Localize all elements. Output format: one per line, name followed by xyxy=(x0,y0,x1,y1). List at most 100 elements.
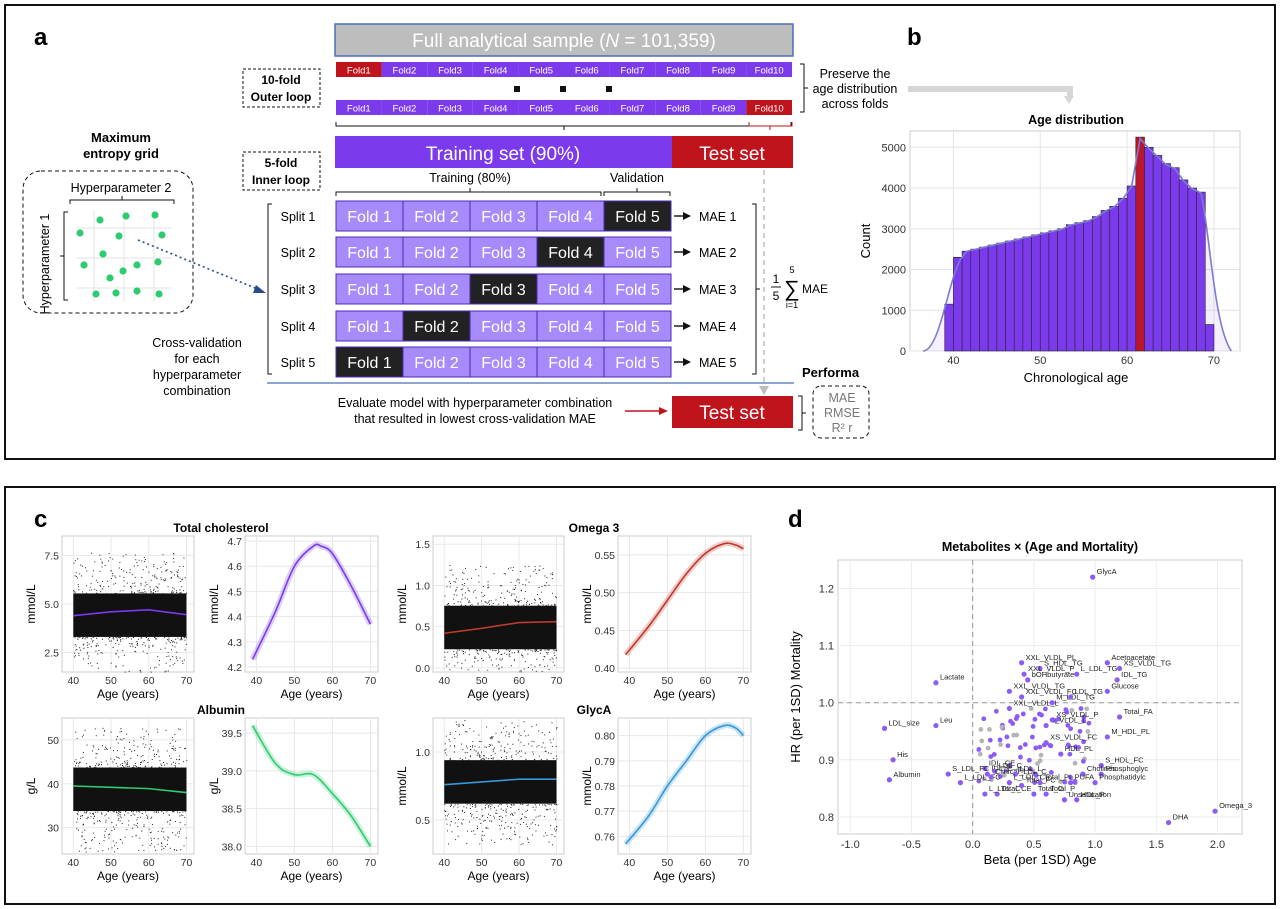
data-point xyxy=(1032,716,1038,722)
data-point xyxy=(502,809,504,811)
data-point xyxy=(125,554,127,556)
data-point xyxy=(1104,688,1110,694)
data-point xyxy=(87,816,89,818)
data-point xyxy=(511,813,513,815)
data-point xyxy=(112,636,114,638)
data-point xyxy=(1058,779,1063,784)
x-axis-title: Age (years) xyxy=(653,687,715,701)
fold-label: Fold 2 xyxy=(414,209,459,226)
data-point xyxy=(545,652,547,654)
data-point xyxy=(131,643,133,645)
data-point xyxy=(455,589,457,591)
data-point xyxy=(530,649,532,651)
data-point xyxy=(500,585,502,587)
data-point xyxy=(470,755,472,757)
data-point xyxy=(459,757,461,759)
data-point xyxy=(79,573,81,575)
data-point xyxy=(886,777,893,783)
data-point xyxy=(80,564,82,566)
data-point xyxy=(539,815,541,817)
y-tick-label: 0 xyxy=(900,346,906,358)
cv-note-2: for each xyxy=(174,352,219,366)
data-point xyxy=(539,649,541,651)
data-point xyxy=(179,747,181,749)
data-point xyxy=(1039,712,1044,718)
data-point xyxy=(539,605,541,607)
data-point xyxy=(142,728,144,730)
data-point xyxy=(485,826,487,828)
data-point xyxy=(467,601,469,603)
data-point xyxy=(484,594,486,596)
data-point xyxy=(484,650,486,652)
data-point xyxy=(553,757,555,759)
point-label: S_HDL_FC xyxy=(1105,756,1144,765)
data-point xyxy=(481,840,483,842)
data-point xyxy=(480,649,482,651)
outer-fold xyxy=(746,62,792,77)
data-point xyxy=(1037,744,1043,750)
data-point xyxy=(103,834,105,836)
data-point xyxy=(455,721,457,723)
data-point xyxy=(112,647,114,649)
data-point xyxy=(135,559,137,561)
data-point xyxy=(77,829,79,831)
data-point xyxy=(141,812,143,814)
training-fold xyxy=(335,236,404,268)
data-point xyxy=(520,823,522,825)
data-point xyxy=(492,736,494,738)
data-point xyxy=(141,560,143,562)
data-point xyxy=(469,601,471,603)
data-point xyxy=(173,749,175,751)
data-point xyxy=(176,758,178,760)
data-point xyxy=(544,747,546,749)
data-point xyxy=(462,572,464,574)
data-point xyxy=(119,731,121,733)
data-point xyxy=(121,730,123,732)
data-point xyxy=(487,759,489,761)
data-point xyxy=(140,763,142,765)
data-point xyxy=(461,809,463,811)
point-label: Total_P xyxy=(1050,784,1075,793)
x-tick-label: 50 xyxy=(105,857,117,869)
data-point xyxy=(123,751,125,753)
data-point xyxy=(101,566,103,568)
data-point xyxy=(483,650,485,652)
data-point xyxy=(533,819,535,821)
y-tick-label: 4.7 xyxy=(227,536,242,548)
data-point xyxy=(525,602,527,604)
data-point xyxy=(180,638,182,640)
title-glyca: GlycA xyxy=(577,703,612,717)
data-point xyxy=(505,822,507,824)
data-point xyxy=(92,812,94,814)
data-point xyxy=(549,659,551,661)
data-point xyxy=(514,812,516,814)
point-label: Leu xyxy=(940,716,953,725)
data-point xyxy=(173,849,175,851)
data-point xyxy=(479,843,481,845)
data-point xyxy=(147,767,149,769)
data-point xyxy=(486,803,488,805)
data-point xyxy=(552,574,554,576)
data-point xyxy=(142,644,144,646)
data-point xyxy=(540,652,542,654)
data-point xyxy=(81,831,83,833)
data-point xyxy=(170,577,172,579)
data-point xyxy=(534,651,536,653)
data-point xyxy=(500,722,502,724)
data-point xyxy=(444,656,446,658)
grid-point xyxy=(76,229,84,237)
data-point xyxy=(156,578,158,580)
data-point xyxy=(119,820,121,822)
data-point xyxy=(453,745,455,747)
fold-label: Fold 5 xyxy=(615,245,660,262)
grid-arrowhead xyxy=(253,285,266,293)
panel-b-letter: b xyxy=(907,24,922,51)
data-point xyxy=(128,741,130,743)
data-point xyxy=(96,763,98,765)
y-tick-label: 38.5 xyxy=(222,804,243,816)
data-point xyxy=(1114,677,1120,683)
data-point xyxy=(496,665,498,667)
data-point xyxy=(117,813,119,815)
data-point xyxy=(541,601,543,603)
